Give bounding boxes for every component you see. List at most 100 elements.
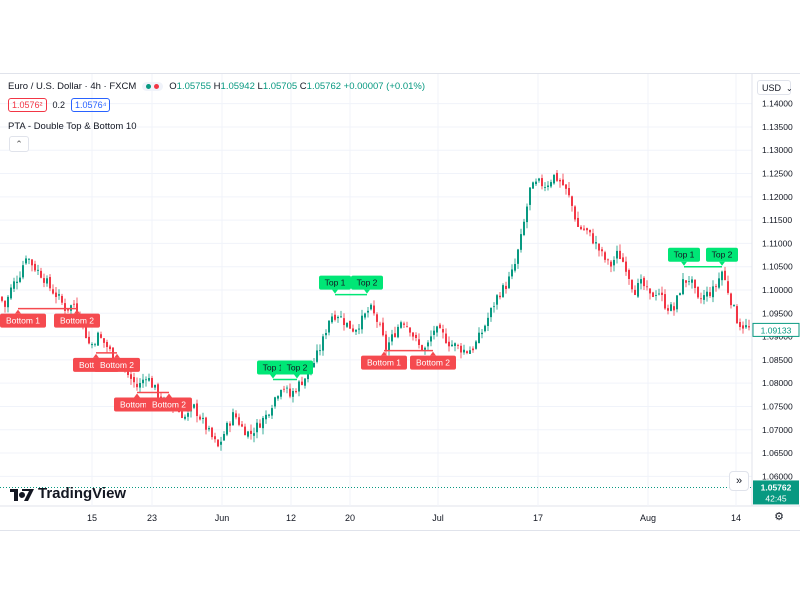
candle-body — [712, 286, 714, 298]
candle-body — [238, 417, 240, 425]
candle-body — [574, 206, 576, 220]
pattern-label-box — [351, 275, 383, 290]
pattern-label-pointer — [114, 353, 120, 358]
candles — [1, 170, 750, 451]
candle-body — [415, 334, 417, 338]
scroll-to-realtime-button[interactable]: » — [729, 471, 749, 491]
candle-body — [397, 326, 399, 338]
candle-body — [64, 303, 66, 311]
candle-body — [292, 391, 294, 397]
candle-body — [112, 347, 114, 361]
candle-body — [463, 349, 465, 353]
candle-body — [475, 341, 477, 349]
y-tick-label: 1.10000 — [762, 285, 793, 295]
candle-body — [739, 321, 741, 327]
candle-body — [424, 347, 426, 350]
candle-body — [604, 252, 606, 260]
candle-body — [418, 339, 420, 346]
pattern-label-pointer — [270, 374, 276, 379]
candle-body — [373, 305, 375, 314]
indicator-legend[interactable]: PTA - Double Top & Bottom 10 — [8, 121, 137, 132]
sell-price-button[interactable]: 1.0576² — [8, 98, 47, 112]
market-status-icon[interactable] — [142, 82, 164, 91]
candle-body — [700, 298, 702, 300]
candle-body — [19, 277, 21, 282]
x-tick-label: 12 — [286, 513, 296, 523]
candle-body — [562, 179, 564, 186]
candle-body — [271, 408, 273, 416]
pattern-label: Top 2 — [712, 250, 733, 260]
candle-body — [643, 277, 645, 287]
candle-body — [490, 307, 492, 318]
candle-body — [649, 288, 651, 294]
symbol-title[interactable]: Euro / U.S. Dollar · 4h · FXCM — [8, 81, 137, 92]
candle-body — [403, 323, 405, 325]
candle-body — [589, 229, 591, 233]
candle-body — [100, 334, 102, 338]
collapse-legend-button[interactable]: ⌃ — [9, 136, 29, 152]
candle-body — [211, 427, 213, 438]
tradingview-logo: TradingView — [10, 485, 126, 502]
x-tick-label: 20 — [345, 513, 355, 523]
candle-body — [595, 242, 597, 244]
candle-body — [370, 304, 372, 310]
candle-body — [421, 345, 423, 351]
candle-body — [676, 295, 678, 310]
candle-body — [457, 345, 459, 346]
candle-body — [682, 279, 684, 295]
candle-body — [577, 217, 579, 227]
candle-body — [106, 341, 108, 348]
candle-body — [658, 293, 660, 295]
candle-body — [94, 344, 96, 346]
candle-body — [484, 325, 486, 332]
double-bottom-pattern: Bottom 1 Bottom 2 — [361, 349, 456, 370]
candle-body — [220, 441, 222, 445]
candle-body — [553, 174, 555, 184]
candle-body — [379, 323, 381, 325]
y-tick-label: 1.07500 — [762, 401, 793, 411]
pattern-label-box — [410, 355, 456, 370]
candle-body — [361, 315, 363, 330]
currency-select[interactable]: USD ⌄ — [757, 80, 793, 95]
candle-body — [430, 336, 432, 342]
y-tick-label: 1.06000 — [762, 471, 793, 481]
x-tick-label: 14 — [731, 513, 741, 523]
buy-price-button[interactable]: 1.0576⁴ — [71, 98, 111, 112]
candle-body — [58, 294, 60, 296]
y-tick-label: 1.08500 — [762, 355, 793, 365]
candle-body — [193, 404, 195, 408]
candle-body — [214, 436, 216, 440]
y-tick-label: 1.11000 — [762, 238, 792, 248]
chart-settings-button[interactable]: ⚙ — [771, 509, 787, 525]
candle-body — [103, 338, 105, 343]
candle-body — [268, 414, 270, 416]
y-tick-label: 1.09500 — [762, 308, 793, 318]
candle-body — [376, 314, 378, 322]
pattern-label-box — [281, 360, 313, 375]
candle-body — [634, 289, 636, 295]
double-chevron-right-icon: » — [735, 475, 743, 487]
candle-body — [136, 383, 138, 388]
candle-body — [208, 427, 210, 430]
candle-body — [145, 379, 147, 381]
candle-body — [499, 295, 501, 298]
pattern-label-pointer — [93, 353, 99, 358]
candle-body — [442, 329, 444, 333]
pattern-label-pointer — [719, 261, 725, 266]
candle-body — [13, 281, 15, 289]
candle-body — [610, 261, 612, 267]
candle-body — [217, 439, 219, 447]
candle-body — [526, 206, 528, 223]
pattern-label: Top 1 — [263, 362, 284, 372]
y-tick-label: 1.11500 — [762, 215, 792, 225]
chart-canvas[interactable]: 1.14000 1.13500 1.13000 1.12500 1.12000 1.115… — [0, 74, 800, 530]
candle-body — [277, 396, 279, 399]
candle-body — [730, 293, 732, 306]
candle-body — [538, 178, 540, 181]
candle-body — [568, 188, 570, 196]
candle-body — [1, 296, 3, 301]
candle-body — [247, 431, 249, 437]
y-tick-label: 1.13000 — [762, 145, 793, 155]
candle-body — [304, 378, 306, 386]
candle-body — [256, 422, 258, 433]
